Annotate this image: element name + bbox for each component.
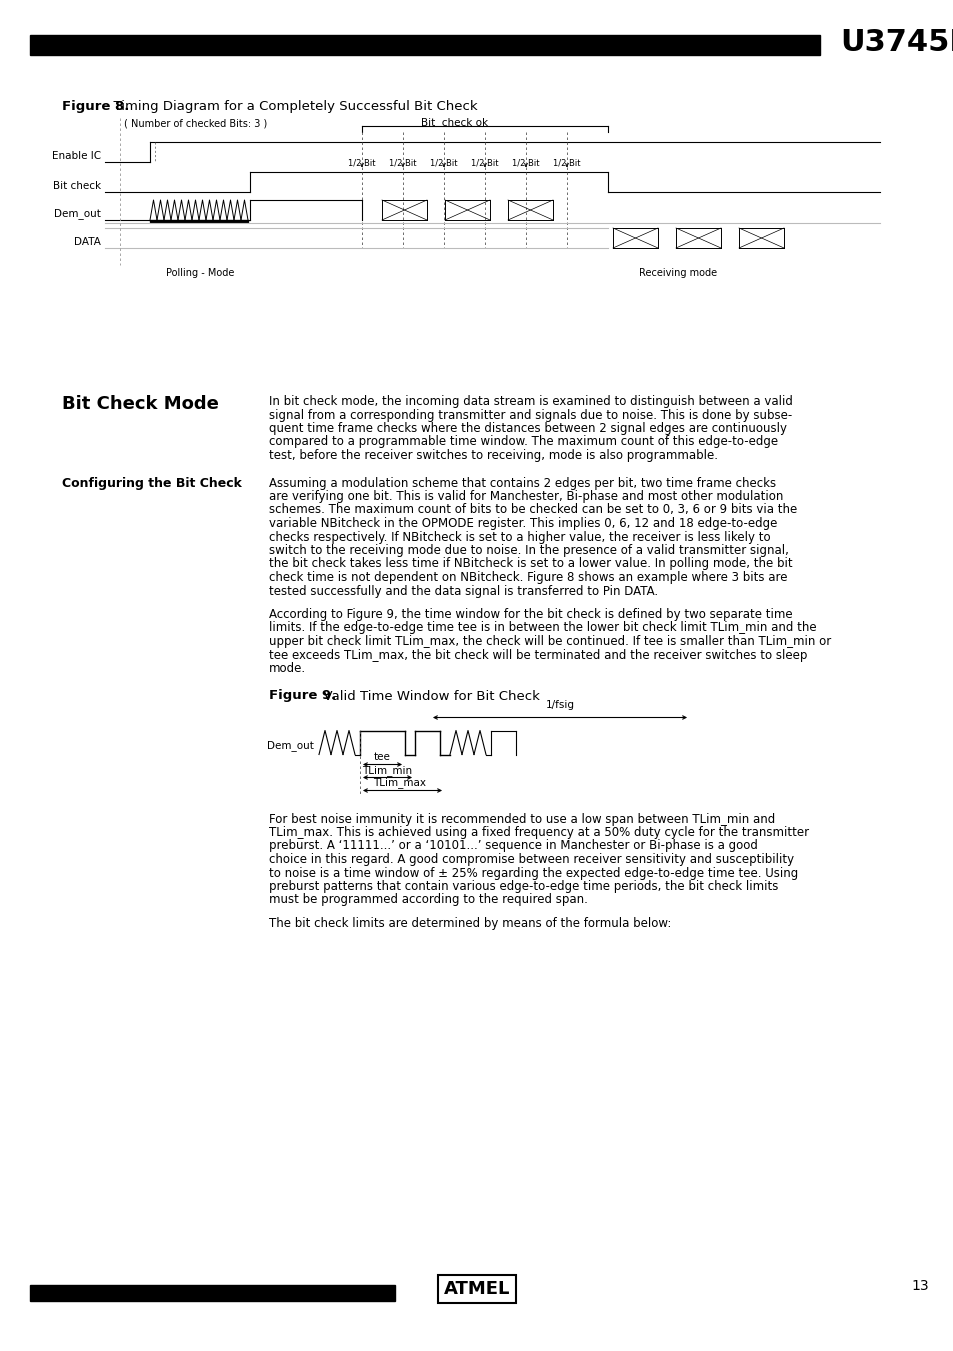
Text: upper bit check limit TLim_max, the check will be continued. If tee is smaller t: upper bit check limit TLim_max, the chec… (269, 635, 830, 648)
Text: Receiving mode: Receiving mode (639, 267, 717, 278)
Text: tested successfully and the data signal is transferred to Pin DATA.: tested successfully and the data signal … (269, 585, 658, 597)
Text: signal from a corresponding transmitter and signals due to noise. This is done b: signal from a corresponding transmitter … (269, 408, 791, 422)
Text: 1/2 Bit: 1/2 Bit (471, 159, 498, 168)
Text: tee exceeds TLim_max, the bit check will be terminated and the receiver switches: tee exceeds TLim_max, the bit check will… (269, 648, 806, 662)
Text: Dem_out: Dem_out (54, 208, 101, 219)
Text: According to Figure 9, the time window for the bit check is defined by two separ: According to Figure 9, the time window f… (269, 608, 792, 621)
Text: 13: 13 (910, 1279, 928, 1293)
Text: Configuring the Bit Check: Configuring the Bit Check (62, 477, 242, 489)
Text: 1/fsig: 1/fsig (545, 701, 574, 711)
Text: check time is not dependent on NBitcheck. Figure 8 shows an example where 3 bits: check time is not dependent on NBitcheck… (269, 571, 786, 584)
Text: U3745BM: U3745BM (840, 28, 953, 57)
Text: 1/2 Bit: 1/2 Bit (512, 159, 539, 168)
Text: ( Number of checked Bits: 3 ): ( Number of checked Bits: 3 ) (124, 118, 267, 128)
Text: TLim_max: TLim_max (374, 778, 426, 789)
Text: test, before the receiver switches to receiving, mode is also programmable.: test, before the receiver switches to re… (269, 449, 718, 462)
Text: choice in this regard. A good compromise between receiver sensitivity and suscep: choice in this regard. A good compromise… (269, 852, 793, 866)
Text: 1/2 Bit: 1/2 Bit (430, 159, 457, 168)
Text: 1/2 Bit: 1/2 Bit (389, 159, 416, 168)
Bar (30, 1285, 395, 1301)
Text: 1/2 Bit: 1/2 Bit (348, 159, 375, 168)
Text: Bit  check ok: Bit check ok (421, 118, 488, 128)
Text: the bit check takes less time if NBitcheck is set to a lower value. In polling m: the bit check takes less time if NBitche… (269, 558, 792, 570)
Text: Figure 9.: Figure 9. (269, 689, 335, 703)
Text: to noise is a time window of ± 25% regarding the expected edge-to-edge time tee.: to noise is a time window of ± 25% regar… (269, 866, 798, 880)
Bar (30, 35, 820, 55)
Text: DATA: DATA (74, 236, 101, 247)
Text: checks respectively. If NBitcheck is set to a higher value, the receiver is less: checks respectively. If NBitcheck is set… (269, 531, 770, 543)
Text: TLim_max. This is achieved using a fixed frequency at a 50% duty cycle for the t: TLim_max. This is achieved using a fixed… (269, 825, 808, 839)
Text: Timing Diagram for a Completely Successful Bit Check: Timing Diagram for a Completely Successf… (105, 100, 477, 113)
Text: quent time frame checks where the distances between 2 signal edges are continuou: quent time frame checks where the distan… (269, 422, 786, 435)
Text: schemes. The maximum count of bits to be checked can be set to 0, 3, 6 or 9 bits: schemes. The maximum count of bits to be… (269, 504, 797, 516)
Text: variable NBitcheck in the OPMODE register. This implies 0, 6, 12 and 18 edge-to-: variable NBitcheck in the OPMODE registe… (269, 517, 777, 530)
Text: preburst patterns that contain various edge-to-edge time periods, the bit check : preburst patterns that contain various e… (269, 880, 778, 893)
Text: switch to the receiving mode due to noise. In the presence of a valid transmitte: switch to the receiving mode due to nois… (269, 544, 788, 557)
Text: are verifying one bit. This is valid for Manchester, Bi-phase and most other mod: are verifying one bit. This is valid for… (269, 490, 782, 503)
Text: Polling - Mode: Polling - Mode (166, 267, 233, 278)
Text: Dem_out: Dem_out (267, 740, 314, 751)
Text: Assuming a modulation scheme that contains 2 edges per bit, two time frame check: Assuming a modulation scheme that contai… (269, 477, 776, 489)
Bar (150, 220, 248, 222)
Text: preburst. A ‘11111...’ or a ‘10101...’ sequence in Manchester or Bi-phase is a g: preburst. A ‘11111...’ or a ‘10101...’ s… (269, 839, 757, 852)
Text: Figure 8.: Figure 8. (62, 100, 130, 113)
Text: 4663A–RKE–06/03: 4663A–RKE–06/03 (62, 1290, 156, 1300)
Text: mode.: mode. (269, 662, 306, 676)
Text: tee: tee (374, 753, 390, 762)
Text: Valid Time Window for Bit Check: Valid Time Window for Bit Check (314, 689, 539, 703)
Text: ATMEL: ATMEL (443, 1279, 510, 1298)
Text: For best noise immunity it is recommended to use a low span between TLim_min and: For best noise immunity it is recommende… (269, 812, 775, 825)
Text: compared to a programmable time window. The maximum count of this edge-to-edge: compared to a programmable time window. … (269, 435, 778, 449)
Text: Enable IC: Enable IC (51, 151, 101, 161)
Text: Bit Check Mode: Bit Check Mode (62, 394, 218, 413)
Text: Bit check: Bit check (52, 181, 101, 190)
Text: The bit check limits are determined by means of the formula below:: The bit check limits are determined by m… (269, 917, 671, 929)
Text: TLim_min: TLim_min (361, 765, 412, 775)
Text: In bit check mode, the incoming data stream is examined to distinguish between a: In bit check mode, the incoming data str… (269, 394, 792, 408)
Text: limits. If the edge-to-edge time tee is in between the lower bit check limit TLi: limits. If the edge-to-edge time tee is … (269, 621, 816, 635)
Text: must be programmed according to the required span.: must be programmed according to the requ… (269, 893, 587, 907)
Text: 1/2 Bit: 1/2 Bit (553, 159, 580, 168)
